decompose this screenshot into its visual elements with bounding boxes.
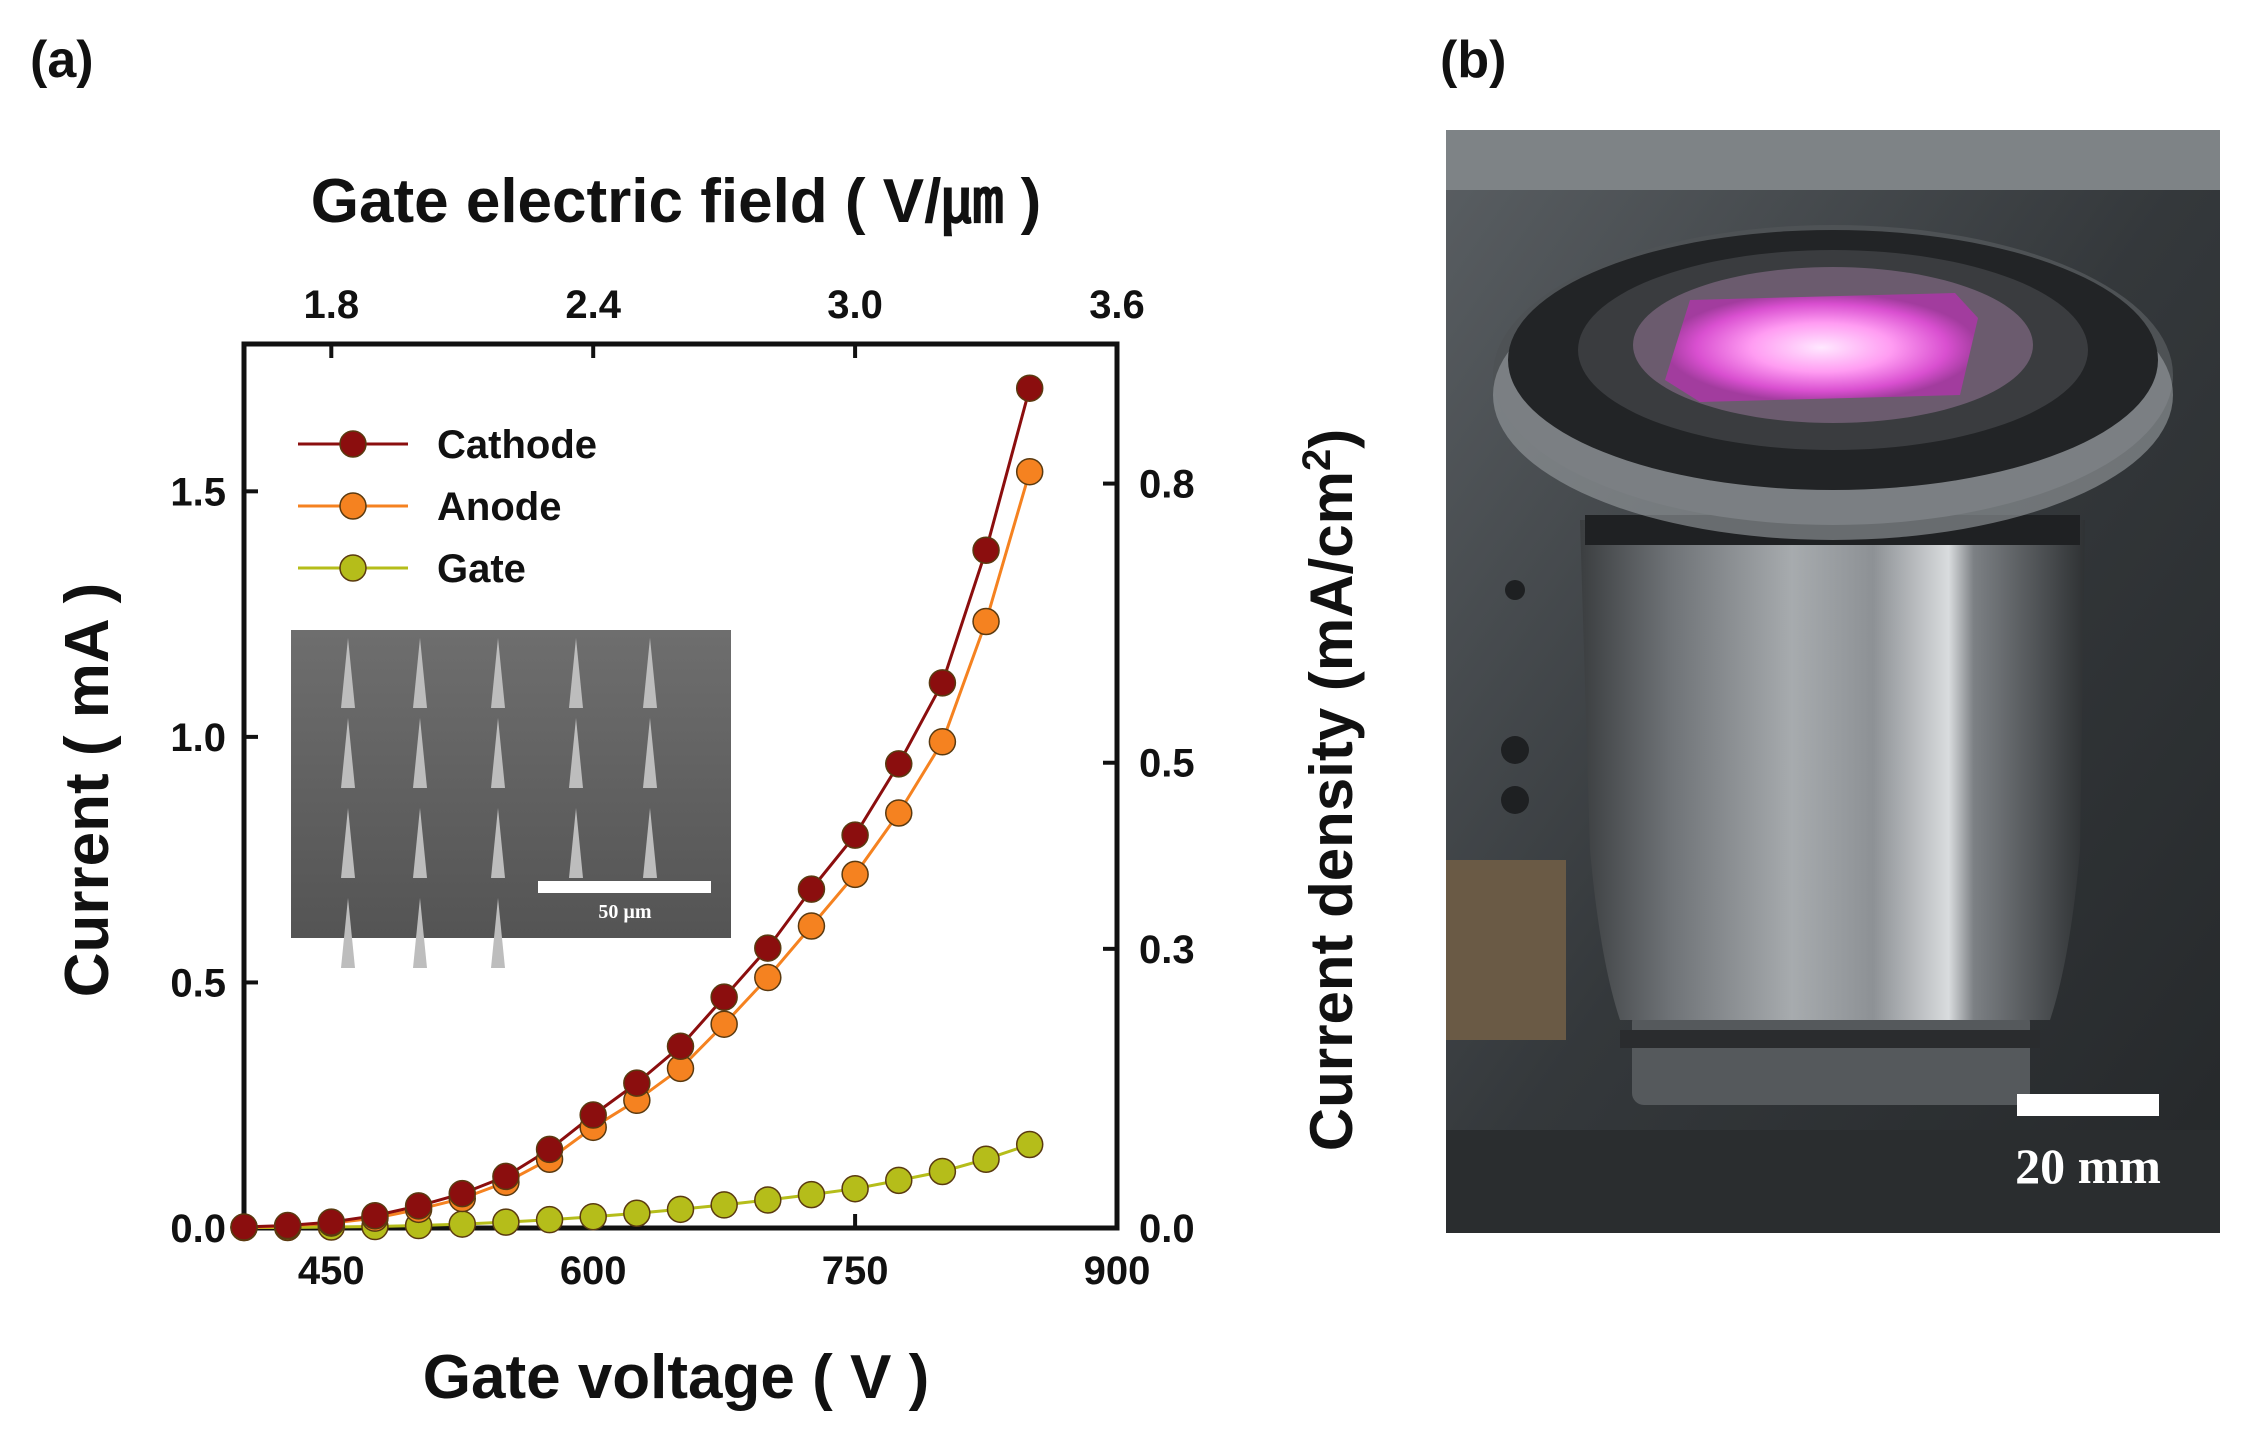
inset-emitter-tip [569,638,583,708]
data-point-gate [972,1145,1000,1173]
data-point-cathode [1015,374,1044,402]
y2-tick-label: 0.8 [1139,463,1195,507]
data-point-gate [754,1186,782,1214]
inset-scale-bar [538,881,711,893]
inset-sem-image: 50 µm [291,630,731,968]
data-point-cathode [797,875,826,903]
data-point-gate [623,1199,651,1228]
data-point-cathode [666,1032,695,1061]
inset-emitter-tip [569,808,583,878]
inset-emitter-tip [491,808,505,878]
y-tick-label: 0.0 [170,1207,226,1251]
data-point-anode [754,963,782,992]
data-point-cathode [404,1192,433,1220]
legend-label: Gate [437,547,526,591]
photo-scale-bar [2017,1094,2159,1116]
y2-tick-label: 0.0 [1139,1207,1195,1251]
x2-axis-title: Gate electric field ( V/㎛ ) [311,167,1041,237]
device-photo: 20 mm [1446,130,2220,1233]
data-point-cathode [841,821,869,849]
data-point-gate [448,1210,476,1238]
inset-emitter-tip [341,898,355,968]
data-point-anode [1015,457,1044,486]
inset-emitter-tip [413,638,427,708]
data-point-anode [885,799,913,827]
data-point-gate [492,1208,520,1236]
x2-tick-label: 2.4 [565,283,621,327]
y2-axis-title: Current density (mA/cm2) [1295,429,1365,1151]
data-point-cathode [579,1101,607,1129]
y2-tick-label: 0.5 [1139,742,1195,786]
inset-emitter-tip [341,718,355,788]
data-point-cathode [230,1213,258,1241]
data-point-anode [710,1010,738,1038]
data-point-cathode [885,750,913,778]
data-point-anode [797,912,826,940]
x2-tick-label: 3.0 [827,283,883,327]
data-point-cathode [710,983,738,1011]
legend-marker [339,492,367,520]
data-point-cathode [972,536,1000,565]
inset-emitter-tip [413,718,427,788]
data-point-cathode [317,1208,346,1236]
inset-emitter-tip [341,808,355,878]
inset-emitter-tip [413,808,427,878]
data-point-gate [1015,1130,1044,1159]
x2-tick-label: 3.6 [1089,283,1145,327]
data-point-cathode [623,1069,651,1097]
inset-emitter-tip [569,718,583,788]
inset-emitter-tip [643,638,657,708]
x-tick-label: 450 [298,1249,365,1293]
legend-marker [339,430,367,458]
x-tick-label: 750 [822,1249,889,1293]
data-point-anode [841,860,869,889]
inset-scale-label: 50 µm [598,901,652,923]
x-tick-label: 600 [560,1249,627,1293]
data-point-anode [928,728,957,756]
data-point-gate [710,1191,738,1219]
inset-emitter-tip [643,718,657,788]
data-point-gate [841,1174,869,1203]
inset-emitter-tip [491,718,505,788]
legend-label: Anode [437,485,561,529]
data-point-gate [579,1202,607,1231]
data-point-gate [797,1180,826,1209]
legend-marker [339,554,367,582]
inset-emitter-tip [643,808,657,878]
glowing-screen [1665,293,1978,402]
x-tick-label: 900 [1084,1249,1151,1293]
y-axis-title: Current ( mA ) [53,583,122,997]
y-tick-label: 1.0 [170,716,226,760]
data-point-gate [885,1166,913,1195]
data-point-cathode [754,934,782,962]
data-point-gate [535,1205,564,1234]
inset-emitter-tip [491,638,505,708]
photo-scale-label: 20 mm [2015,1138,2161,1194]
data-point-anode [972,607,1000,636]
legend: Cathode Anode Gate [298,423,597,591]
inset-emitter-tip [491,898,505,968]
inset-emitter-tip [341,638,355,708]
data-point-cathode [928,669,957,697]
x2-tick-label: 1.8 [303,283,359,327]
data-point-gate [928,1157,957,1186]
legend-label: Cathode [437,423,597,467]
panel-label-a: (a) [30,31,94,89]
panel-label-b: (b) [1440,31,1507,89]
data-point-cathode [492,1162,520,1191]
x-axis-title: Gate voltage ( V ) [423,1343,929,1412]
data-point-cathode [535,1135,564,1164]
data-point-gate [666,1195,695,1224]
y2-tick-label: 0.3 [1139,928,1195,972]
plot-frame [241,341,1120,1231]
inset-emitter-tip [413,898,427,968]
y-tick-label: 1.5 [170,470,226,514]
data-point-cathode [361,1201,389,1230]
data-point-cathode [448,1179,476,1208]
data-point-cathode [273,1211,302,1240]
y-tick-label: 0.5 [170,961,226,1005]
